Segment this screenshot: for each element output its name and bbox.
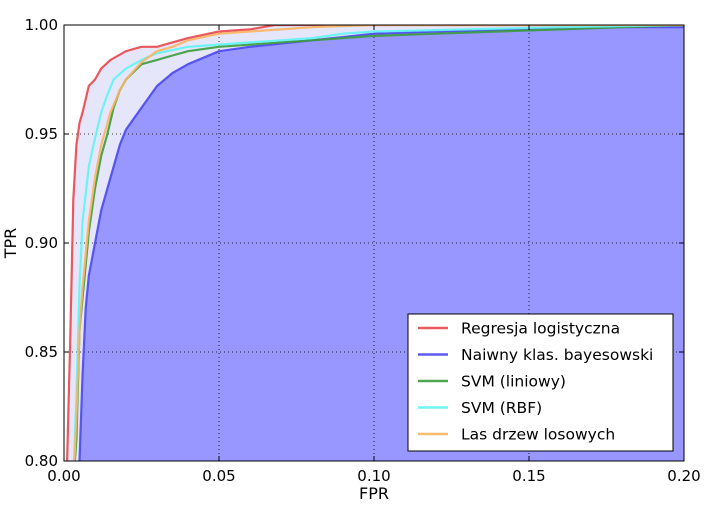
x-tick-label: 0.00 (47, 467, 80, 485)
legend-label-2: Naiwny klas. bayesowski (461, 346, 653, 364)
legend-box (407, 313, 674, 452)
y-tick-label: 0.85 (25, 343, 58, 361)
legend-label-5: Las drzew losowych (461, 426, 615, 444)
x-axis-label: FPR (359, 484, 389, 503)
y-tick-label: 0.80 (25, 452, 58, 470)
x-tick-label: 0.10 (357, 467, 390, 485)
legend-label-4: SVM (RBF) (461, 399, 542, 417)
y-tick-label: 1.00 (25, 16, 58, 34)
legend-label-1: Regresja logistyczna (461, 320, 620, 338)
legend-label-3: SVM (liniowy) (461, 373, 566, 391)
x-tick-label: 0.15 (512, 467, 545, 485)
axis-ticks: 0.00 0.05 0.10 0.15 0.20 0.80 0.85 0.90 0.95 1.00 (25, 16, 701, 485)
y-axis-label: TPR (1, 228, 20, 260)
series-line-5 (73, 25, 684, 461)
series-line-2 (78, 26, 684, 461)
y-tick-label: 0.95 (25, 125, 58, 143)
legend: Regresja logistyczna Naiwny klas. bayesow… (407, 313, 674, 452)
x-tick-label: 0.20 (667, 467, 700, 485)
series-lines (65, 25, 684, 461)
x-tick-label: 0.05 (202, 467, 235, 485)
y-tick-label: 0.90 (25, 234, 58, 252)
series-line-1 (65, 25, 684, 461)
